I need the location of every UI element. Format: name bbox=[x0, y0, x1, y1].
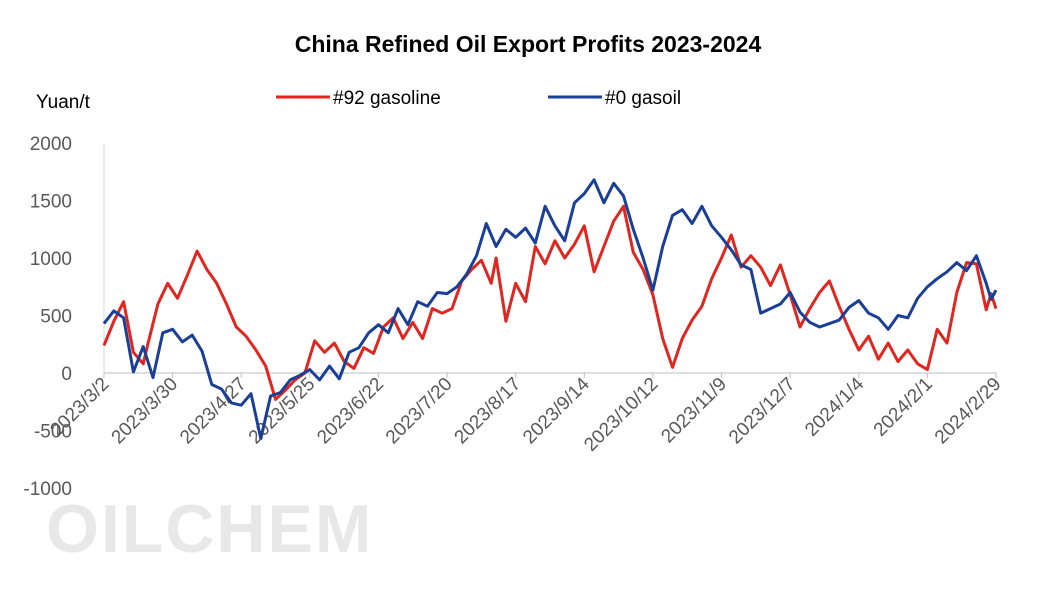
y-axis-unit-label: Yuan/t bbox=[36, 92, 91, 113]
x-tick-label: 2023/3/2 bbox=[46, 374, 113, 441]
x-tick-label: 2023/12/7 bbox=[725, 374, 800, 449]
watermark: OILCHEM bbox=[46, 491, 374, 567]
legend: #92 gasoline #0 gasoil bbox=[276, 88, 681, 109]
y-tick-label: -1000 bbox=[23, 479, 72, 500]
x-tick-label: 2024/1/4 bbox=[801, 373, 868, 440]
legend-label-gasoline: #92 gasoline bbox=[333, 88, 441, 109]
y-tick-label: -500 bbox=[34, 422, 72, 443]
x-tick-label: 2023/3/30 bbox=[108, 374, 183, 449]
x-tick-label: 2024/2/1 bbox=[870, 374, 937, 441]
x-axis-ticks: 2023/3/22023/3/302023/4/272023/5/252023/… bbox=[46, 373, 1006, 456]
y-tick-label: 0 bbox=[61, 364, 72, 385]
x-tick-label: 2024/2/29 bbox=[931, 374, 1006, 449]
x-tick-label: 2023/7/20 bbox=[382, 374, 457, 449]
y-tick-label: 1500 bbox=[30, 192, 72, 213]
y-axis-ticks: -1000 -500 0 500 1000 1500 2000 bbox=[23, 134, 72, 500]
x-tick-label: 2023/10/12 bbox=[580, 374, 662, 456]
y-tick-label: 500 bbox=[40, 307, 72, 328]
x-tick-label: 2023/6/22 bbox=[313, 374, 388, 449]
chart-title: China Refined Oil Export Profits 2023-20… bbox=[295, 31, 762, 57]
y-tick-label: 1000 bbox=[30, 249, 72, 270]
x-tick-label: 2023/8/17 bbox=[451, 374, 526, 449]
series-group bbox=[102, 178, 998, 441]
legend-label-gasoil: #0 gasoil bbox=[605, 88, 681, 109]
series-line-gasoil bbox=[102, 178, 998, 441]
y-tick-label: 2000 bbox=[30, 134, 72, 155]
series-line-gasoline bbox=[102, 204, 998, 401]
x-tick-label: 2023/11/9 bbox=[657, 374, 731, 448]
